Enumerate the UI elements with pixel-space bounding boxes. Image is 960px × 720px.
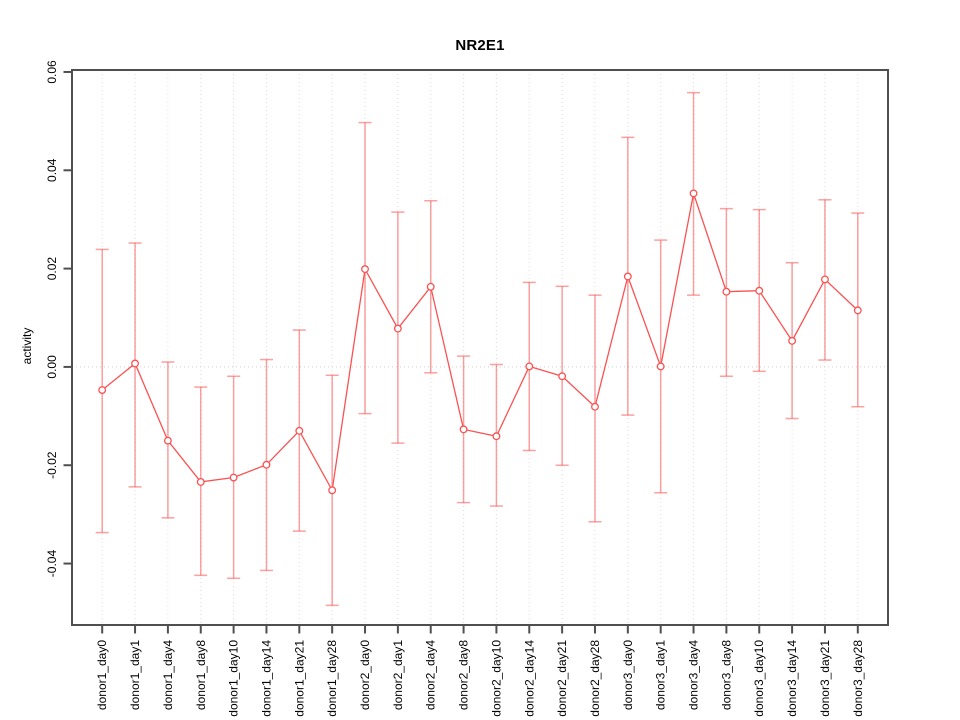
y-tick-label: 0.06	[45, 60, 59, 84]
data-point	[426, 282, 435, 291]
x-tick-label: donor2_day28	[588, 640, 602, 717]
data-point	[163, 436, 172, 445]
x-tick-label: donor2_day14	[522, 640, 536, 717]
data-point	[196, 477, 205, 486]
data-point	[459, 425, 468, 434]
y-tick-label: -0.02	[45, 451, 59, 479]
x-tick-label: donor3_day1	[654, 640, 668, 710]
chart-title: NR2E1	[455, 37, 505, 54]
vertical-gridlines	[101, 70, 859, 625]
data-point	[853, 306, 862, 315]
data-point	[689, 189, 698, 198]
x-tick-label: donor2_day0	[358, 640, 372, 710]
data-point	[328, 486, 337, 495]
x-tick-label: donor2_day4	[424, 640, 438, 710]
data-point	[229, 473, 238, 482]
data-point	[722, 287, 731, 296]
x-axis-ticks: donor1_day0 donor1_day1 donor1_day4 donor1_…	[95, 625, 865, 717]
x-tick-label: donor2_day8	[457, 640, 471, 710]
x-tick-label: donor1_day0	[95, 640, 109, 710]
y-tick-label: -0.04	[45, 550, 59, 578]
data-point	[755, 286, 764, 295]
data-point	[820, 275, 829, 284]
series-points	[98, 189, 862, 495]
error-bars	[95, 91, 865, 607]
data-point	[295, 426, 304, 435]
x-tick-label: donor3_day14	[785, 640, 799, 717]
x-tick-label: donor3_day28	[851, 640, 865, 717]
y-tick-label: 0.04	[45, 158, 59, 182]
x-tick-label: donor3_day4	[687, 640, 701, 710]
x-tick-label: donor2_day10	[489, 640, 503, 717]
series-line	[101, 190, 859, 493]
data-point	[131, 359, 140, 368]
x-tick-label: donor1_day21	[292, 640, 306, 717]
y-tick-label: 0.02	[45, 257, 59, 281]
x-tick-label: donor3_day10	[752, 640, 766, 717]
x-tick-label: donor1_day10	[227, 640, 241, 717]
x-tick-label: donor3_day0	[621, 640, 635, 710]
x-tick-label: donor1_day1	[128, 640, 142, 710]
data-point	[623, 272, 632, 281]
x-tick-label: donor2_day21	[555, 640, 569, 717]
x-tick-label: donor2_day1	[391, 640, 405, 710]
data-point	[492, 432, 501, 441]
x-tick-label: donor1_day28	[325, 640, 339, 717]
plot-frame	[71, 69, 889, 626]
data-point	[788, 336, 797, 345]
data-point	[262, 460, 271, 469]
y-axis-ticks: -0.04 -0.02 0.00 0.02 0.04 0.06	[45, 60, 72, 577]
x-tick-label: donor3_day8	[719, 640, 733, 710]
data-point	[361, 265, 369, 274]
data-point	[393, 324, 402, 333]
data-point	[558, 372, 567, 381]
y-axis-label: activity	[20, 327, 34, 365]
y-tick-label: 0.00	[45, 355, 59, 379]
data-point	[98, 386, 107, 394]
data-point	[656, 362, 665, 371]
x-tick-label: donor1_day14	[259, 640, 273, 717]
data-point	[591, 402, 599, 411]
x-tick-label: donor3_day21	[818, 640, 832, 717]
x-tick-label: donor1_day4	[161, 640, 175, 710]
x-tick-label: donor1_day8	[194, 640, 208, 710]
data-point	[525, 362, 534, 371]
